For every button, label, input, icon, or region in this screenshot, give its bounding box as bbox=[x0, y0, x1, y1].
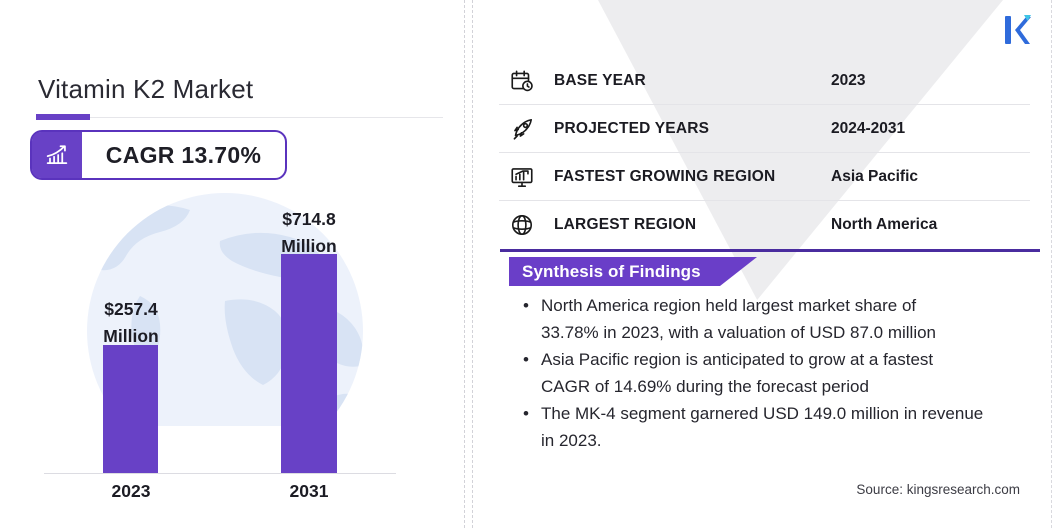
fact-value: 2024-2031 bbox=[831, 119, 906, 137]
fact-label: LARGEST REGION bbox=[554, 215, 697, 233]
fact-row-fastest-growing-region: FASTEST GROWING REGION Asia Pacific bbox=[500, 153, 1040, 200]
fact-row-base-year: BASE YEAR 2023 bbox=[500, 57, 1040, 104]
bar-value-label-2031: $714.8 Million bbox=[281, 209, 337, 256]
bar-value-label-2023: $257.4 Million bbox=[103, 299, 159, 346]
fact-value: Asia Pacific bbox=[831, 167, 919, 185]
panel-divider-dashed-line bbox=[464, 0, 473, 528]
growth-arrow-icon bbox=[46, 145, 68, 165]
cagr-badge: CAGR 13.70% bbox=[30, 130, 287, 180]
globe-icon bbox=[509, 212, 535, 238]
x-axis-label-2031: 2031 bbox=[289, 481, 329, 501]
findings-list: North America region held largest market… bbox=[517, 292, 1017, 454]
fact-value: 2023 bbox=[831, 71, 866, 89]
x-axis-label-2023: 2023 bbox=[111, 481, 151, 501]
title-underline bbox=[36, 117, 443, 118]
row-separator bbox=[499, 104, 1030, 105]
section-divider-rule bbox=[500, 249, 1040, 252]
finding-item: North America region held largest market… bbox=[517, 292, 1017, 346]
fact-value: North America bbox=[831, 215, 938, 233]
fact-row-largest-region: LARGEST REGION North America bbox=[500, 201, 1040, 248]
source-attribution: Source: kingsresearch.com bbox=[856, 482, 1020, 497]
right-edge-dashed-line bbox=[1051, 0, 1052, 528]
fact-label: BASE YEAR bbox=[554, 71, 646, 89]
cagr-icon-box bbox=[32, 132, 82, 178]
row-separator bbox=[499, 200, 1030, 201]
fact-label: PROJECTED YEARS bbox=[554, 119, 710, 137]
synthesis-heading: Synthesis of Findings bbox=[522, 261, 701, 281]
finding-item: The MK-4 segment garnered USD 149.0 mill… bbox=[517, 400, 1017, 454]
calendar-clock-icon bbox=[509, 68, 535, 94]
chart-baseline bbox=[44, 473, 396, 474]
page-title: Vitamin K2 Market bbox=[38, 74, 254, 104]
fact-row-projected-years: PROJECTED YEARS 2024-2031 bbox=[500, 105, 1040, 152]
synthesis-banner: Synthesis of Findings bbox=[509, 257, 757, 286]
bar-2023 bbox=[103, 345, 158, 473]
fact-label: FASTEST GROWING REGION bbox=[554, 167, 776, 185]
growth-monitor-icon bbox=[509, 164, 535, 190]
kings-research-logo-icon bbox=[1005, 15, 1031, 44]
title-underline-accent bbox=[36, 114, 90, 120]
rocket-icon bbox=[509, 116, 535, 142]
finding-item: Asia Pacific region is anticipated to gr… bbox=[517, 346, 1017, 400]
cagr-value-label: CAGR 13.70% bbox=[105, 141, 262, 168]
row-separator bbox=[499, 152, 1030, 153]
bar-2031 bbox=[281, 254, 337, 473]
